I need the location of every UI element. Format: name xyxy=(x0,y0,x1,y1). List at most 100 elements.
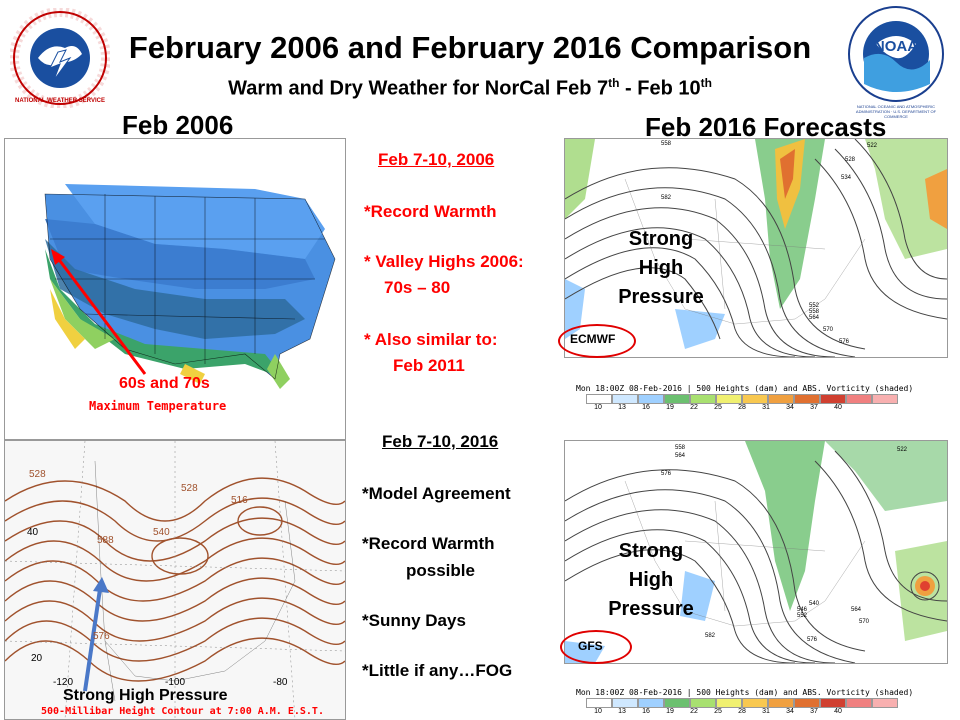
nws-logo-ring-text: NATIONAL WEATHER SERVICE xyxy=(15,98,105,104)
heading-feb-2006: Feb 2006 xyxy=(122,110,234,140)
colorbar-tick: 28 xyxy=(738,708,746,715)
nws-logo xyxy=(9,7,111,109)
ecmwf-high-pressure-label: Strong High Pressure xyxy=(618,228,704,308)
colorbar-tick: 25 xyxy=(714,708,722,715)
colorbar-tick: 19 xyxy=(666,404,674,411)
colorbar-swatch xyxy=(638,394,664,404)
colorbar-tick: 40 xyxy=(834,708,842,715)
colorbar-swatch xyxy=(586,394,612,404)
gfs-caption: Mon 18:00Z 08-Feb-2016 | 500 Heights (da… xyxy=(576,688,914,697)
colorbar-tick: 37 xyxy=(810,404,818,411)
ecmwf-graphic xyxy=(565,139,947,357)
contour-label-516: 516 xyxy=(231,495,248,506)
colorbar-swatch xyxy=(742,394,768,404)
colorbar-tick: 34 xyxy=(786,404,794,411)
temperature-map-graphic xyxy=(5,139,345,439)
contour-label-576: 576 xyxy=(93,631,110,642)
colorbar-swatch xyxy=(872,698,898,708)
page-subtitle: Warm and Dry Weather for NorCal Feb 7th … xyxy=(228,76,712,100)
ecmwf-contour-558: 558 xyxy=(661,141,672,147)
colorbar-swatch xyxy=(716,698,742,708)
item-record-warmth-2016: *Record Warmth xyxy=(362,534,495,553)
ecmwf-map: 558 582 522 528 534 552 558 564 570 576 … xyxy=(564,138,948,358)
colorbar-tick: 19 xyxy=(666,708,674,715)
item-record-warmth-2006: *Record Warmth xyxy=(364,202,497,221)
item-little-fog: *Little if any…FOG xyxy=(362,661,513,680)
gfs-contour-546: 546 xyxy=(797,607,808,613)
ecmwf-label: ECMWF xyxy=(570,332,616,346)
height-annotation: Strong High Pressure xyxy=(63,687,228,704)
item-similar-to-value: Feb 2011 xyxy=(393,356,465,375)
colorbar-tick: 25 xyxy=(714,404,722,411)
gfs-contour-522: 522 xyxy=(897,447,908,453)
colorbar-swatch xyxy=(846,698,872,708)
colorbar-swatch xyxy=(768,394,794,404)
ecmwf-contour-564: 564 xyxy=(809,315,820,321)
contour-label-528b: 528 xyxy=(181,483,198,494)
colorbar-swatch xyxy=(742,698,768,708)
contour-label-588: 588 xyxy=(97,535,114,546)
colorbar-swatch xyxy=(794,394,820,404)
colorbar-swatch xyxy=(612,698,638,708)
noaa-logo xyxy=(846,4,946,104)
colorbar-swatch xyxy=(664,698,690,708)
lon-label-120: -120 xyxy=(53,677,74,688)
gfs-colorbar: 10 13 16 19 22 25 28 31 34 37 40 xyxy=(586,698,898,715)
ecmwf-contour-576: 576 xyxy=(839,339,850,345)
item-valley-highs: * Valley Highs 2006: xyxy=(364,252,524,271)
gfs-map: 558 564 576 522 540 546 552 564 570 576 … xyxy=(564,440,948,664)
lat-label-20: 20 xyxy=(31,653,43,664)
ecmwf-contour-552: 552 xyxy=(809,303,820,309)
colorbar-tick: 16 xyxy=(642,708,650,715)
gfs-label-circle xyxy=(560,630,632,664)
colorbar-swatch xyxy=(586,698,612,708)
item-record-warmth-possible: possible xyxy=(406,561,475,580)
colorbar-tick: 10 xyxy=(594,404,602,411)
item-valley-highs-value: 70s – 80 xyxy=(384,278,451,297)
colorbar-tick: 22 xyxy=(690,708,698,715)
gfs-label: GFS xyxy=(578,639,603,653)
ecmwf-contour-534: 534 xyxy=(841,175,852,181)
ecmwf-contour-558b: 558 xyxy=(809,309,820,315)
gfs-contour-582: 582 xyxy=(705,633,716,639)
colorbar-swatch xyxy=(820,394,846,404)
height-map-caption: 500-Millibar Height Contour at 7:00 A.M.… xyxy=(41,706,324,717)
item-model-agreement: *Model Agreement xyxy=(362,484,511,503)
item-sunny-days: *Sunny Days xyxy=(362,611,466,630)
colorbar-tick: 31 xyxy=(762,708,770,715)
temp-annotation: 60s and 70s xyxy=(119,375,210,392)
colorbar-swatch xyxy=(690,698,716,708)
ecmwf-caption: Mon 18:00Z 08-Feb-2016 | 500 Heights (da… xyxy=(576,384,914,393)
heading-feb-2016-forecasts: Feb 2016 Forecasts xyxy=(645,112,887,142)
gfs-contour-570: 570 xyxy=(859,619,870,625)
colorbar-tick: 37 xyxy=(810,708,818,715)
colorbar-swatch xyxy=(612,394,638,404)
gfs-contour-558: 558 xyxy=(675,445,686,451)
colorbar-tick: 40 xyxy=(834,404,842,411)
contour-label-540: 540 xyxy=(153,527,170,538)
height-contour-graphic xyxy=(5,441,345,719)
colorbar-swatch xyxy=(846,394,872,404)
ecmwf-label-circle xyxy=(558,324,636,358)
gfs-contour-552: 552 xyxy=(797,613,808,619)
ecmwf-contour-528: 528 xyxy=(845,157,856,163)
colorbar-tick: 16 xyxy=(642,404,650,411)
gfs-contour-564: 564 xyxy=(675,453,686,459)
noaa-logo-ring-text: NATIONAL OCEANIC AND ATMOSPHERIC ADMINIS… xyxy=(855,104,937,119)
height-map-2006: 528 540 40 -120 -100 -80 20 576 588 516 … xyxy=(4,440,346,720)
colorbar-swatch xyxy=(872,394,898,404)
gfs-contour-540: 540 xyxy=(809,601,820,607)
ecmwf-contour-582: 582 xyxy=(661,195,672,201)
ecmwf-contour-522: 522 xyxy=(867,143,878,149)
ecmwf-contour-570: 570 xyxy=(823,327,834,333)
gfs-high-pressure-label: Strong High Pressure xyxy=(608,540,694,620)
colorbar-tick: 34 xyxy=(786,708,794,715)
colorbar-tick: 28 xyxy=(738,404,746,411)
contour-label-528: 528 xyxy=(29,469,46,480)
colorbar-swatch xyxy=(794,698,820,708)
item-similar-to: * Also similar to: xyxy=(364,330,498,349)
colorbar-tick: 10 xyxy=(594,708,602,715)
gfs-contour-564b: 564 xyxy=(851,607,862,613)
lon-label-100: -100 xyxy=(165,677,186,688)
colorbar-swatch xyxy=(690,394,716,404)
